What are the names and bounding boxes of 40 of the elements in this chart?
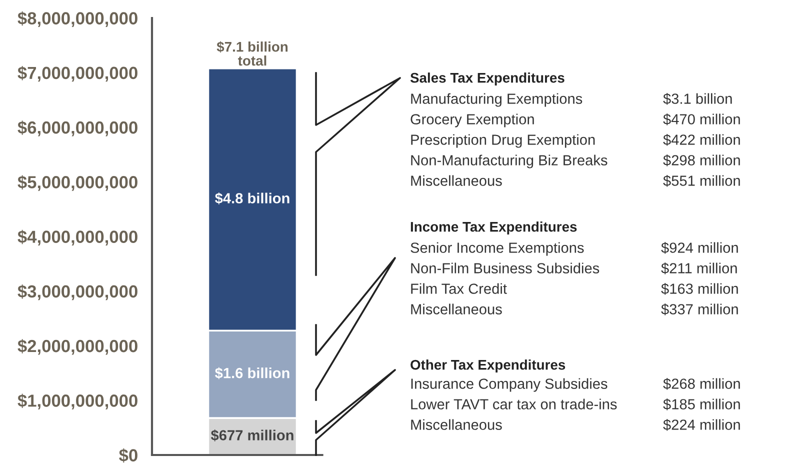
text: $185 million (663, 398, 740, 410)
y-tick-label: $1,000,000,000 (18, 394, 138, 410)
text: $470 million (663, 113, 740, 126)
text: Non-Manufacturing Biz Breaks (411, 154, 608, 168)
y-tick-label: $6,000,000,000 (18, 120, 138, 136)
data-label: $677 million (210, 429, 294, 442)
text: Sales Tax Expenditures (410, 72, 564, 86)
data-label: $1.6 billion (215, 367, 290, 380)
text: Miscellaneous (411, 304, 502, 314)
y-tick-label: $0 (119, 448, 138, 463)
text: $924 million (661, 242, 738, 254)
text: Non-Film Business Subsidies (411, 262, 600, 274)
text: $268 million (663, 378, 740, 390)
y-tick-label: $4,000,000,000 (18, 230, 138, 246)
y-tick-label: $3,000,000,000 (18, 284, 138, 300)
text: $163 million (661, 282, 738, 295)
text: Miscellaneous (411, 419, 502, 430)
text: Grocery Exemption (410, 114, 534, 128)
y-tick-label: $2,000,000,000 (18, 339, 138, 355)
text: Lower TAVT car tax on trade-ins (411, 398, 617, 410)
text: Other Tax Expenditures (410, 360, 566, 372)
y-tick-label: $8,000,000,000 (18, 11, 138, 27)
text: Income Tax Expenditures (410, 222, 577, 234)
text: $422 million (663, 134, 740, 146)
text: $298 million (663, 154, 740, 166)
text: $211 million (661, 262, 737, 274)
y-tick-label: $7,000,000,000 (18, 66, 138, 82)
text: $3.1 billion (663, 92, 732, 105)
text: Film Tax Credit (411, 283, 507, 294)
total-label: $7.1 billion total (216, 41, 288, 66)
text: Prescription Drug Exemption (411, 134, 595, 148)
text: Insurance Company Subsidies (411, 378, 608, 392)
data-label: $4.8 billion (215, 192, 290, 204)
text: $551 million (663, 174, 740, 187)
text: $224 million (663, 418, 740, 431)
text: Manufacturing Exemptions (411, 93, 582, 107)
text: $337 million (661, 303, 738, 316)
y-tick-label: $5,000,000,000 (18, 175, 138, 191)
text: Miscellaneous (411, 175, 502, 186)
text: Senior Income Exemptions (410, 242, 584, 256)
